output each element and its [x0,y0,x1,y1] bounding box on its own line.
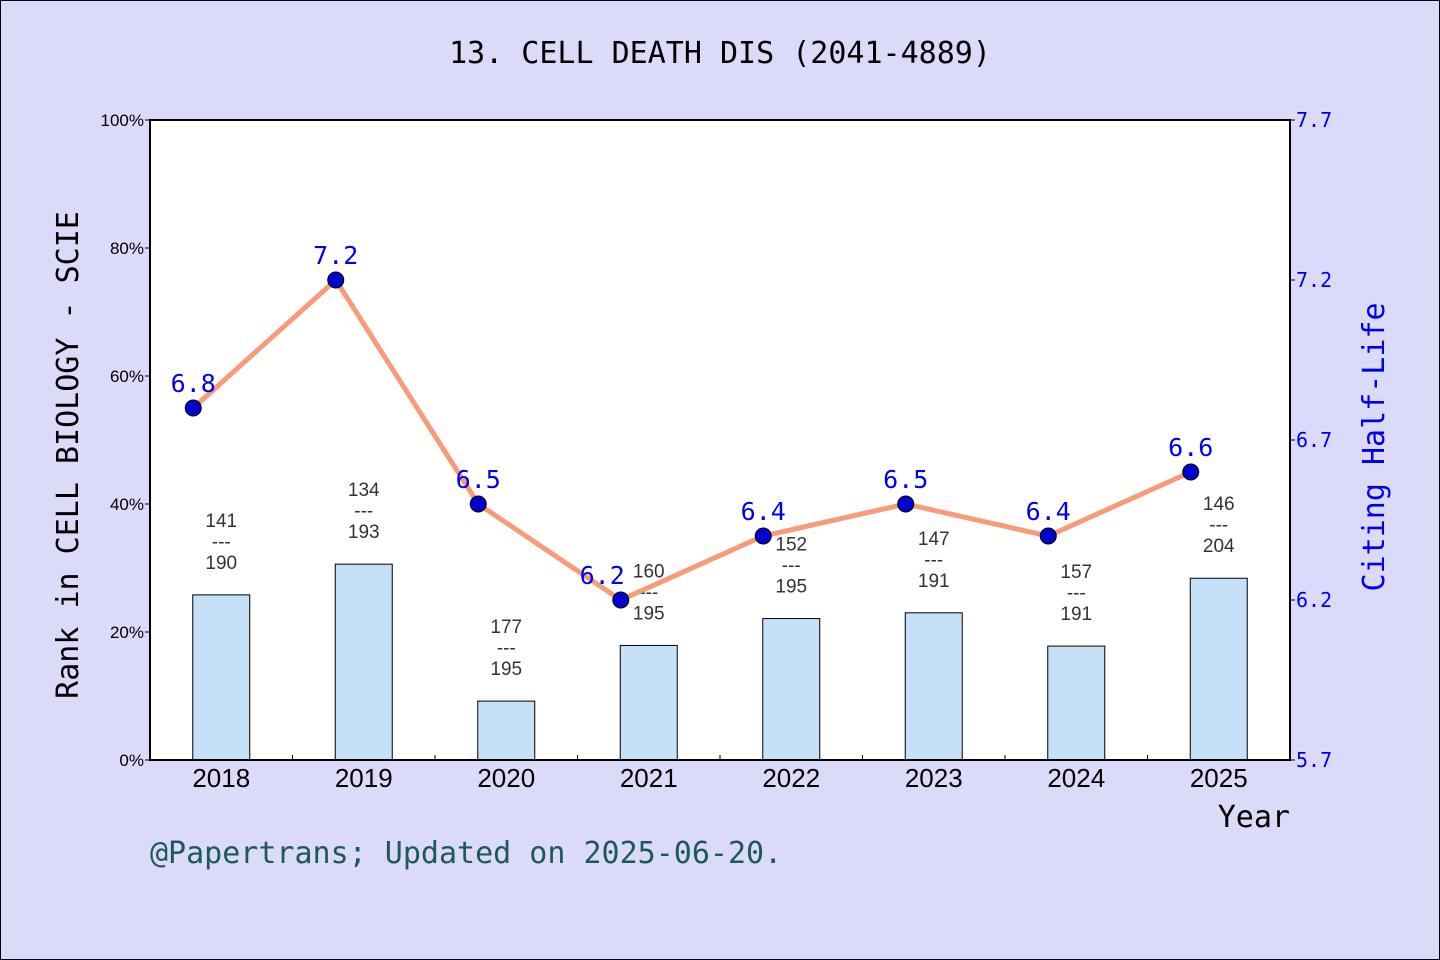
right-tick-label: 7.2 [1296,268,1332,292]
half-life-label: 6.4 [1026,497,1071,526]
left-axis-label: Rank in CELL BIOLOGY - SCIE [51,211,86,699]
x-tick-label: 2022 [762,763,820,793]
bar-rank-label: 141 [205,511,237,532]
half-life-point-2023 [897,495,915,513]
bar-2018 [192,594,251,761]
half-life-point-2018 [184,399,202,417]
left-tick-label: 40% [110,495,144,514]
bar-2022 [762,618,821,761]
half-life-label: 6.2 [580,561,625,590]
left-tick-label: 100% [101,111,144,130]
bar-separator: --- [497,638,516,659]
bar-2019 [334,563,393,761]
half-life-label: 6.4 [741,497,786,526]
bar-separator: --- [1067,583,1086,604]
half-life-label: 6.8 [171,369,216,398]
bar-rank-label: 177 [490,617,522,638]
x-tick-label: 2025 [1190,763,1248,793]
bar-total-label: 195 [490,659,522,680]
right-tick-label: 7.7 [1296,108,1332,132]
right-tick-label: 6.7 [1296,428,1332,452]
bar-2024 [1047,645,1106,761]
bar-2021 [619,644,678,761]
left-tick-label: 0% [119,751,144,770]
bar-total-label: 191 [918,571,950,592]
left-tick-label: 60% [110,367,144,386]
bar-rank-label: 146 [1203,494,1235,515]
bar-total-label: 204 [1203,536,1235,557]
bar-rank-label: 134 [348,480,380,501]
x-tick-label: 2018 [192,763,250,793]
bar-rank-label: 160 [633,561,665,582]
right-tick-label: 6.2 [1296,588,1332,612]
half-life-label: 6.6 [1168,433,1213,462]
x-tick-label: 2019 [335,763,393,793]
half-life-point-2019 [327,271,345,289]
bar-separator: --- [1209,515,1228,536]
bar-2023 [904,612,963,761]
bar-2020 [477,700,536,761]
x-tick-label: 2020 [477,763,535,793]
bar-separator: --- [354,501,373,522]
bar-rank-label: 152 [775,535,807,556]
bar-rank-label: 157 [1060,562,1092,583]
bar-total-label: 195 [775,577,807,598]
half-life-point-2021 [612,591,630,609]
bar-total-label: 190 [205,553,237,574]
plot-area [150,120,1290,760]
chart-title: 13. CELL DEATH DIS (2041-4889) [449,36,991,71]
half-life-point-2025 [1182,463,1200,481]
x-tick-label: 2023 [905,763,963,793]
x-tick-label: 2024 [1047,763,1105,793]
bar-2025 [1189,577,1248,761]
half-life-label: 6.5 [456,465,501,494]
x-tick-label: 2021 [620,763,678,793]
half-life-point-2022 [754,527,772,545]
bar-total-label: 195 [633,603,665,624]
bar-total-label: 191 [1060,604,1092,625]
half-life-point-2020 [469,495,487,513]
bar-separator: --- [924,550,943,571]
bar-separator: --- [212,532,231,553]
bar-separator: --- [782,556,801,577]
bar-total-label: 193 [348,522,380,543]
half-life-point-2024 [1039,527,1057,545]
right-tick-label: 5.7 [1296,748,1332,772]
footer-note: @Papertrans; Updated on 2025-06-20. [150,836,783,871]
x-axis-label: Year [1218,800,1290,835]
half-life-label: 7.2 [313,241,358,270]
left-tick-label: 20% [110,623,144,642]
right-axis-label: Citing Half-Life [1357,303,1392,592]
left-tick-label: 80% [110,239,144,258]
half-life-label: 6.5 [883,465,928,494]
bar-rank-label: 147 [918,529,950,550]
half-life-line [191,276,1192,603]
